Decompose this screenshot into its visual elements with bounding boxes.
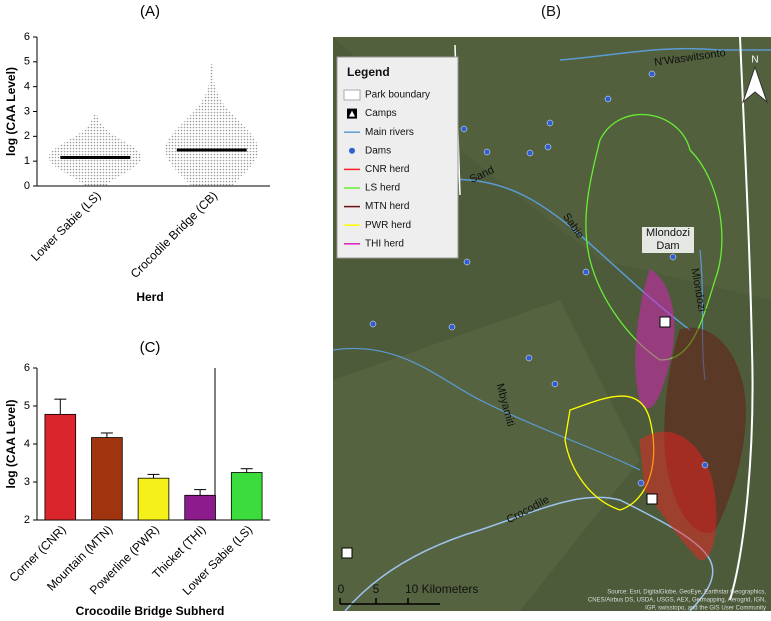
attribution: CNES/Airbus DS, USDA, USGS, AEX, Getmapp…	[588, 598, 766, 604]
legend-label: THI herd	[365, 238, 404, 249]
y-tick-label: 6	[24, 31, 30, 43]
y-tick-label: 4	[24, 438, 30, 450]
y-tick-label: 5	[24, 400, 30, 412]
y-tick-label: 1	[24, 155, 30, 167]
y-tick-label: 2	[24, 130, 30, 142]
bar	[184, 494, 216, 521]
north-label: N	[751, 55, 758, 66]
legend-label: MTN herd	[365, 201, 409, 212]
bar	[137, 477, 170, 521]
bar	[230, 472, 263, 521]
map-label: Mlondozi	[646, 227, 690, 239]
bar	[91, 437, 123, 521]
legend-label: Camps	[365, 108, 397, 119]
legend-label: PWR herd	[365, 220, 411, 231]
bar	[44, 413, 77, 521]
legend-label: Park boundary	[365, 90, 430, 101]
legend-label: Dams	[365, 145, 391, 156]
legend-label: Main rivers	[365, 127, 414, 138]
y-tick-label: 3	[24, 105, 30, 117]
y-tick-label: 2	[24, 514, 30, 526]
x-tick-label: Crocodile Bridge (CB)	[128, 188, 220, 280]
map: N'Waswitsonto Sand Sabie Mlondozi Dam Ml…	[332, 3, 771, 612]
y-tick-label: 0	[24, 180, 30, 192]
y-tick-label: 5	[24, 56, 30, 68]
map-label: Dam	[656, 240, 679, 252]
legend-symbol	[343, 89, 361, 101]
scale-label: 5	[373, 582, 380, 596]
panel-title: (B)	[541, 3, 561, 20]
y-axis-label: log (CAA Level)	[4, 400, 18, 489]
panel-title: (C)	[140, 339, 161, 356]
y-tick-label: 4	[24, 81, 30, 93]
scale-label: 10 Kilometers	[405, 582, 478, 596]
data-cloud	[165, 64, 259, 186]
x-axis-label: Herd	[136, 290, 163, 304]
legend-symbol	[349, 110, 355, 117]
attribution: Source: Esri, DigitalGlobe, GeoEye, Eart…	[607, 590, 766, 596]
y-tick-label: 3	[24, 476, 30, 488]
panel-title: (A)	[140, 3, 160, 20]
legend-label: LS herd	[365, 183, 400, 194]
y-tick-label: 6	[24, 362, 30, 374]
attribution: IGP, swisstopo, and the GIS User Communi…	[645, 606, 766, 612]
legend-symbol	[349, 147, 355, 154]
scale-label: 0	[338, 582, 345, 596]
x-tick-label: Lower Sabie (LS)	[28, 188, 103, 263]
data-cloud	[48, 113, 142, 186]
y-axis-label: log (CAA Level)	[4, 67, 18, 156]
x-axis-label: Crocodile Bridge Subherd	[76, 604, 225, 618]
park-boundary	[729, 36, 754, 601]
legend-label: CNR herd	[365, 164, 409, 175]
legend-title: Legend	[347, 65, 390, 79]
